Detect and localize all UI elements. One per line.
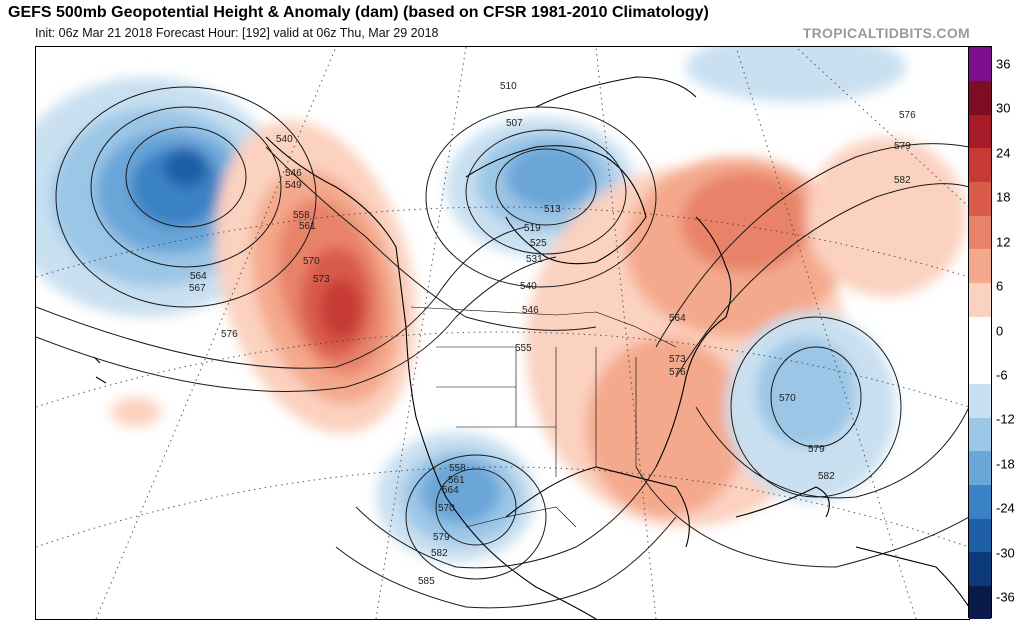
contour-ring	[125, 126, 247, 228]
contour-label: 546	[522, 305, 539, 316]
height-contours	[36, 86, 969, 609]
anomaly-atlantic-low-core	[756, 337, 856, 447]
colorbar-segment	[969, 282, 991, 317]
colorbar-segment	[969, 147, 991, 183]
chart-title: GEFS 500mb Geopotential Height & Anomaly…	[8, 4, 709, 21]
colorbar-segment	[969, 551, 991, 586]
contour-label: 573	[313, 274, 330, 285]
contour-label: 573	[669, 354, 686, 365]
colorbar-segment	[969, 518, 991, 553]
contour-label: 558	[293, 210, 310, 221]
colorbar-tick-label: -12	[996, 411, 1015, 427]
contour-ring	[770, 346, 862, 448]
colorbar-tick-label: 6	[996, 278, 1004, 294]
contour-ring	[730, 316, 902, 498]
contour-labels: 510 507 513 519 525 531 540 546 540 546 …	[189, 81, 916, 587]
lat-lon-grid	[36, 47, 969, 619]
contour-ring	[425, 106, 657, 288]
contour-label: 579	[433, 532, 450, 543]
watermark: TROPICALTIDBITS.COM	[802, 25, 970, 41]
boundaries	[410, 306, 677, 528]
contour-label: 582	[894, 175, 911, 186]
anomaly-greenland-low	[686, 47, 906, 102]
contour-label: 576	[669, 367, 686, 378]
anomaly-southeast-ridge	[586, 337, 746, 517]
contour-label: 549	[285, 180, 302, 191]
contour-label: 558	[449, 463, 466, 474]
colorbar-segment	[969, 383, 991, 418]
contour-label: 510	[500, 81, 517, 92]
anomaly-sw-low-core	[421, 460, 501, 524]
forecast-info: Init: 06z Mar 21 2018 Forecast Hour: [19…	[35, 26, 439, 40]
colorbar-segment	[969, 47, 991, 82]
contour-label: 576	[899, 110, 916, 121]
contour-label: 546	[285, 168, 302, 179]
anomaly-west-ridge-core	[321, 279, 361, 339]
anomaly-pacific-low-core	[164, 147, 208, 187]
colorbar-segment	[969, 215, 991, 250]
colorbar-tick-label: 24	[996, 145, 1011, 161]
contour-label: 567	[189, 283, 206, 294]
colorbar-segment	[969, 484, 991, 519]
contour-label: 582	[431, 548, 448, 559]
contour-label: 579	[894, 141, 911, 152]
anomaly-map: 510 507 513 519 525 531 540 546 540 546 …	[35, 46, 970, 620]
colorbar-segment	[969, 450, 991, 485]
colorbar-tick-label: -36	[996, 589, 1015, 605]
contour-label: 585	[418, 576, 435, 587]
contour-label: 519	[524, 223, 541, 234]
colorbar-tick-label: -18	[996, 456, 1015, 472]
contour-label: 540	[520, 281, 537, 292]
contour-label: 561	[448, 475, 465, 486]
contour-label: 555	[515, 343, 532, 354]
colorbar-segment	[969, 316, 991, 351]
contour-label: 564	[190, 271, 207, 282]
colorbar-tick-label: 18	[996, 189, 1011, 205]
contour-ring	[90, 106, 282, 268]
contour-label: 525	[530, 238, 547, 249]
contour-label: 579	[808, 444, 825, 455]
contour-label: 513	[544, 204, 561, 215]
contour-label: 561	[299, 221, 316, 232]
contour-label: 570	[779, 393, 796, 404]
colorbar-tick-label: 12	[996, 234, 1011, 250]
contour-label: 570	[438, 503, 455, 514]
colorbar-tick-label: -30	[996, 545, 1015, 561]
colorbar-segment	[969, 248, 991, 284]
colorbar-tick-label: 30	[996, 100, 1011, 116]
anomaly-colorbar	[968, 46, 992, 620]
anomaly-shading	[36, 47, 966, 562]
contour-label: 576	[221, 329, 238, 340]
contour-ring	[435, 468, 517, 546]
contour-ring	[495, 148, 597, 226]
anomaly-hudson-low-core	[506, 145, 596, 209]
contour-label: 582	[818, 471, 835, 482]
contour-ring	[405, 454, 547, 580]
colorbar-tick-label: 0	[996, 323, 1004, 338]
colorbar-tick-label: 36	[996, 56, 1011, 72]
contour-label: 540	[276, 134, 293, 145]
contour-label: 570	[303, 256, 320, 267]
coastlines	[93, 76, 969, 619]
contour-ring	[55, 86, 317, 308]
anomaly-north-atlantic-ridge	[806, 137, 966, 297]
colorbar-tick-label: -6	[996, 367, 1008, 383]
colorbar-tick-label: -24	[996, 500, 1015, 516]
contour-ring	[465, 129, 627, 255]
contour-label: 507	[506, 118, 523, 129]
colorbar-segment	[969, 80, 991, 115]
colorbar-segment	[969, 181, 991, 216]
colorbar-segment	[969, 114, 991, 149]
colorbar-segment	[969, 349, 991, 384]
contour-label: 564	[442, 485, 459, 496]
anomaly-atlantic-ridge-core	[681, 172, 811, 272]
anomaly-pacific-patch	[111, 397, 161, 427]
contour-label: 531	[526, 254, 543, 265]
colorbar-segment	[969, 417, 991, 452]
colorbar-segment	[969, 585, 991, 620]
contour-label: 564	[669, 313, 686, 324]
map-canvas: 510 507 513 519 525 531 540 546 540 546 …	[36, 47, 969, 619]
